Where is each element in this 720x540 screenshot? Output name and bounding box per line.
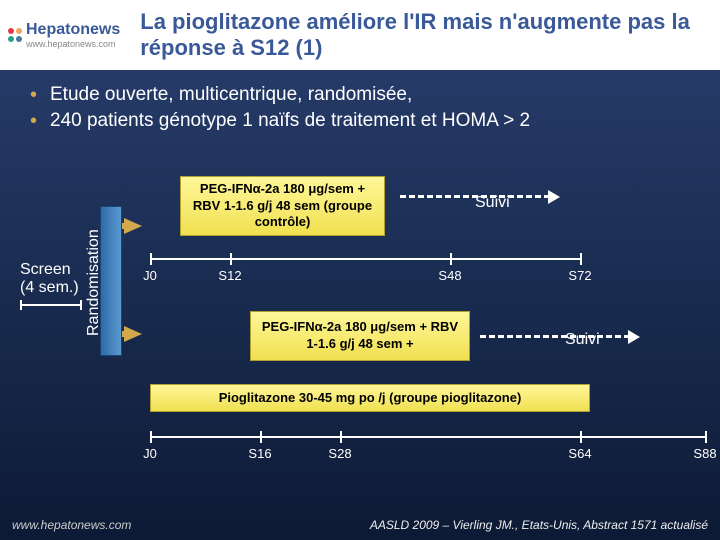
- screen-label: Screen (4 sem.): [20, 261, 79, 297]
- footer-reference: AASLD 2009 – Vierling JM., Etats-Unis, A…: [370, 518, 708, 532]
- followup-arrow: [480, 336, 630, 338]
- logo: Hepatonews www.hepatonews.com: [8, 21, 120, 49]
- footer: www.hepatonews.com AASLD 2009 – Vierling…: [0, 518, 720, 532]
- arrow-icon: [124, 218, 142, 234]
- study-diagram: Screen (4 sem.) Randomisation PEG-IFNα-2…: [20, 156, 700, 466]
- followup-label: Suivi: [475, 194, 510, 212]
- pioglitazone-box: Pioglitazone 30-45 mg po /j (groupe piog…: [150, 384, 590, 412]
- logo-text: Hepatonews: [26, 21, 120, 39]
- experimental-group-box: PEG-IFNα-2a 180 μg/sem + RBV 1-1.6 g/j 4…: [250, 311, 470, 361]
- logo-icon: [8, 28, 22, 42]
- bullet-item: Etude ouverte, multicentrique, randomisé…: [30, 84, 690, 106]
- logo-subtitle: www.hepatonews.com: [26, 39, 120, 49]
- bullet-item: 240 patients génotype 1 naïfs de traitem…: [30, 110, 690, 132]
- slide-title: La pioglitazone améliore l'IR mais n'aug…: [140, 9, 712, 62]
- followup-label: Suivi: [565, 331, 600, 349]
- control-group-box: PEG-IFNα-2a 180 μg/sem + RBV 1-1.6 g/j 4…: [180, 176, 385, 236]
- footer-site: www.hepatonews.com: [12, 518, 131, 532]
- timeline-experimental: J0 S16 S28 S64 S88: [150, 436, 705, 438]
- timeline-control: J0 S12 S48 S72: [150, 258, 580, 260]
- randomisation-box: [100, 206, 122, 356]
- bullet-list: Etude ouverte, multicentrique, randomisé…: [0, 70, 720, 146]
- screen-line: [20, 304, 82, 306]
- header: Hepatonews www.hepatonews.com La pioglit…: [0, 0, 720, 70]
- arrow-icon: [124, 326, 142, 342]
